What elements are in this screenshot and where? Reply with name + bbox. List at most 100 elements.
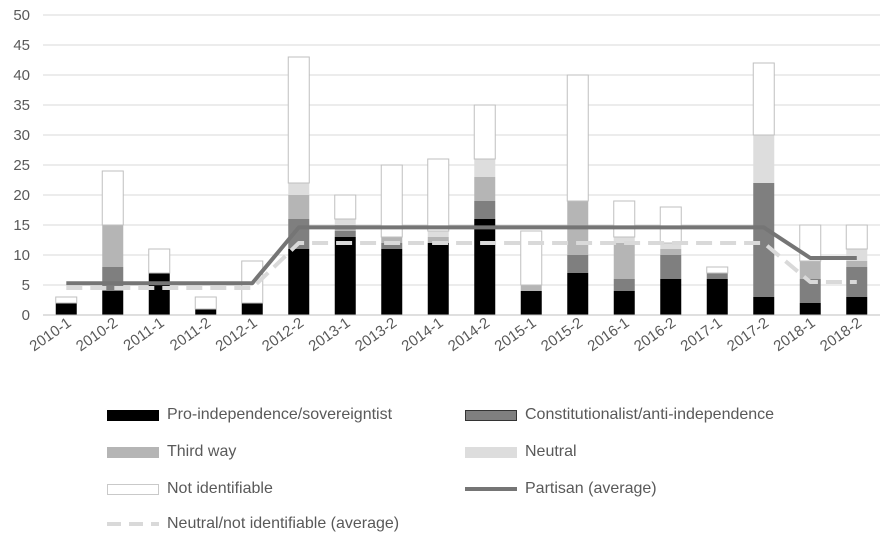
bar-segment xyxy=(659,206,682,244)
bar-segment xyxy=(241,303,263,315)
bar-segment xyxy=(706,273,728,279)
bar-segment xyxy=(195,309,217,315)
bar-segment xyxy=(334,219,356,225)
legend-label: Not identifiable xyxy=(167,480,273,497)
legend-item-partisan-average: Partisan (average) xyxy=(465,476,657,502)
bar-segment xyxy=(613,279,635,291)
bar-segment xyxy=(799,224,822,262)
x-tick-label: 2016-2 xyxy=(631,314,679,355)
x-tick-label: 2017-1 xyxy=(678,314,726,355)
legend-label: Third way xyxy=(167,443,237,460)
y-tick-label: 10 xyxy=(13,247,30,264)
bar-segment xyxy=(102,225,124,267)
bar-segment xyxy=(381,249,403,315)
y-tick-label: 35 xyxy=(13,97,30,114)
bar-segment xyxy=(567,273,589,315)
gridlines xyxy=(43,14,880,286)
legend-item-neutral: Neutral xyxy=(465,439,577,465)
bar-segment xyxy=(566,74,589,202)
bar-segment xyxy=(660,255,682,279)
x-tick-label: 2014-2 xyxy=(445,314,493,355)
x-tick-label: 2018-1 xyxy=(771,314,819,355)
x-tick-label: 2013-2 xyxy=(352,314,400,355)
bar-segment xyxy=(660,279,682,315)
legend: Pro-independence/sovereigntist Constitut… xyxy=(100,402,880,536)
x-tick-label: 2017-2 xyxy=(724,314,772,355)
bar-segment xyxy=(799,279,821,303)
legend-label: Neutral/not identifiable (average) xyxy=(167,515,400,532)
y-tick-label: 30 xyxy=(13,127,30,144)
bar-segment xyxy=(520,291,542,315)
bar-segment xyxy=(706,266,729,274)
bar-segment xyxy=(520,285,542,291)
bar-segment xyxy=(613,243,635,279)
x-tick-label: 2012-2 xyxy=(259,314,307,355)
x-tick-label: 2011-1 xyxy=(120,314,167,354)
bar-segment xyxy=(660,249,682,255)
x-tick-label: 2010-1 xyxy=(27,314,75,355)
bar-segment xyxy=(845,224,868,250)
bar-segment xyxy=(288,183,310,195)
bar-segment xyxy=(334,231,356,237)
x-tick-label: 2018-2 xyxy=(817,314,865,355)
bar-segment xyxy=(288,195,310,219)
bar-segment xyxy=(194,296,217,310)
bar-segment xyxy=(288,249,310,315)
legend-item-neutral-average: Neutral/not identifiable (average) xyxy=(107,511,399,537)
bar-segment xyxy=(846,261,868,267)
bar-segment xyxy=(473,104,496,160)
legend-item-not-identifiable: Not identifiable xyxy=(107,476,273,502)
legend-swatch xyxy=(107,446,159,458)
legend-label: Constitutionalist/anti-independence xyxy=(525,406,775,423)
bar-segment xyxy=(334,194,357,220)
neutral-average-line xyxy=(66,241,857,290)
bar-segment xyxy=(613,291,635,315)
y-tick-label: 15 xyxy=(13,217,30,234)
bar-segment xyxy=(381,243,403,249)
y-axis-ticks: 0 5 10 15 20 25 30 35 40 45 50 xyxy=(13,7,30,324)
legend-item-constitutionalist: Constitutionalist/anti-independence xyxy=(465,402,774,428)
legend-label: Pro-independence/sovereigntist xyxy=(167,406,393,423)
y-tick-label: 40 xyxy=(13,67,30,84)
bar-segment xyxy=(334,237,356,315)
bar-segment xyxy=(474,159,496,177)
bar-segment xyxy=(567,255,589,273)
x-tick-label: 2010-2 xyxy=(73,314,121,355)
y-tick-label: 50 xyxy=(13,7,30,24)
x-tick-label: 2012-1 xyxy=(213,314,261,355)
legend-swatch xyxy=(107,483,159,495)
legend-label: Neutral xyxy=(525,443,577,460)
average-lines xyxy=(66,225,857,290)
bar-segment xyxy=(427,243,449,315)
legend-item-third-way: Third way xyxy=(107,439,236,465)
bar-segment xyxy=(148,273,170,315)
bar-segment xyxy=(427,231,449,237)
legend-label: Partisan (average) xyxy=(525,480,657,497)
y-tick-label: 45 xyxy=(13,37,30,54)
x-tick-label: 2016-1 xyxy=(585,314,633,355)
bar-segment xyxy=(148,248,171,274)
bar-segment xyxy=(380,164,403,238)
bar-segment xyxy=(287,56,310,184)
y-tick-label: 5 xyxy=(22,277,30,294)
legend-item-pro-independence: Pro-independence/sovereigntist xyxy=(107,402,392,428)
bar-segment xyxy=(753,135,775,183)
bar-segment xyxy=(55,296,78,304)
legend-swatch xyxy=(465,446,517,458)
x-tick-label: 2015-1 xyxy=(492,314,540,355)
y-tick-label: 25 xyxy=(13,157,30,174)
legend-swatch xyxy=(465,409,517,421)
bar-segment xyxy=(520,230,543,286)
bar-segment xyxy=(474,201,496,219)
bar-segment xyxy=(752,62,775,136)
bars xyxy=(55,56,868,315)
bar-segment xyxy=(102,291,124,315)
y-tick-label: 20 xyxy=(13,187,30,204)
legend-line-swatch xyxy=(465,487,517,491)
x-tick-label: 2011-2 xyxy=(167,314,214,354)
x-tick-label: 2014-1 xyxy=(399,314,447,355)
bar-segment xyxy=(799,261,821,279)
bar-segment xyxy=(660,243,682,249)
